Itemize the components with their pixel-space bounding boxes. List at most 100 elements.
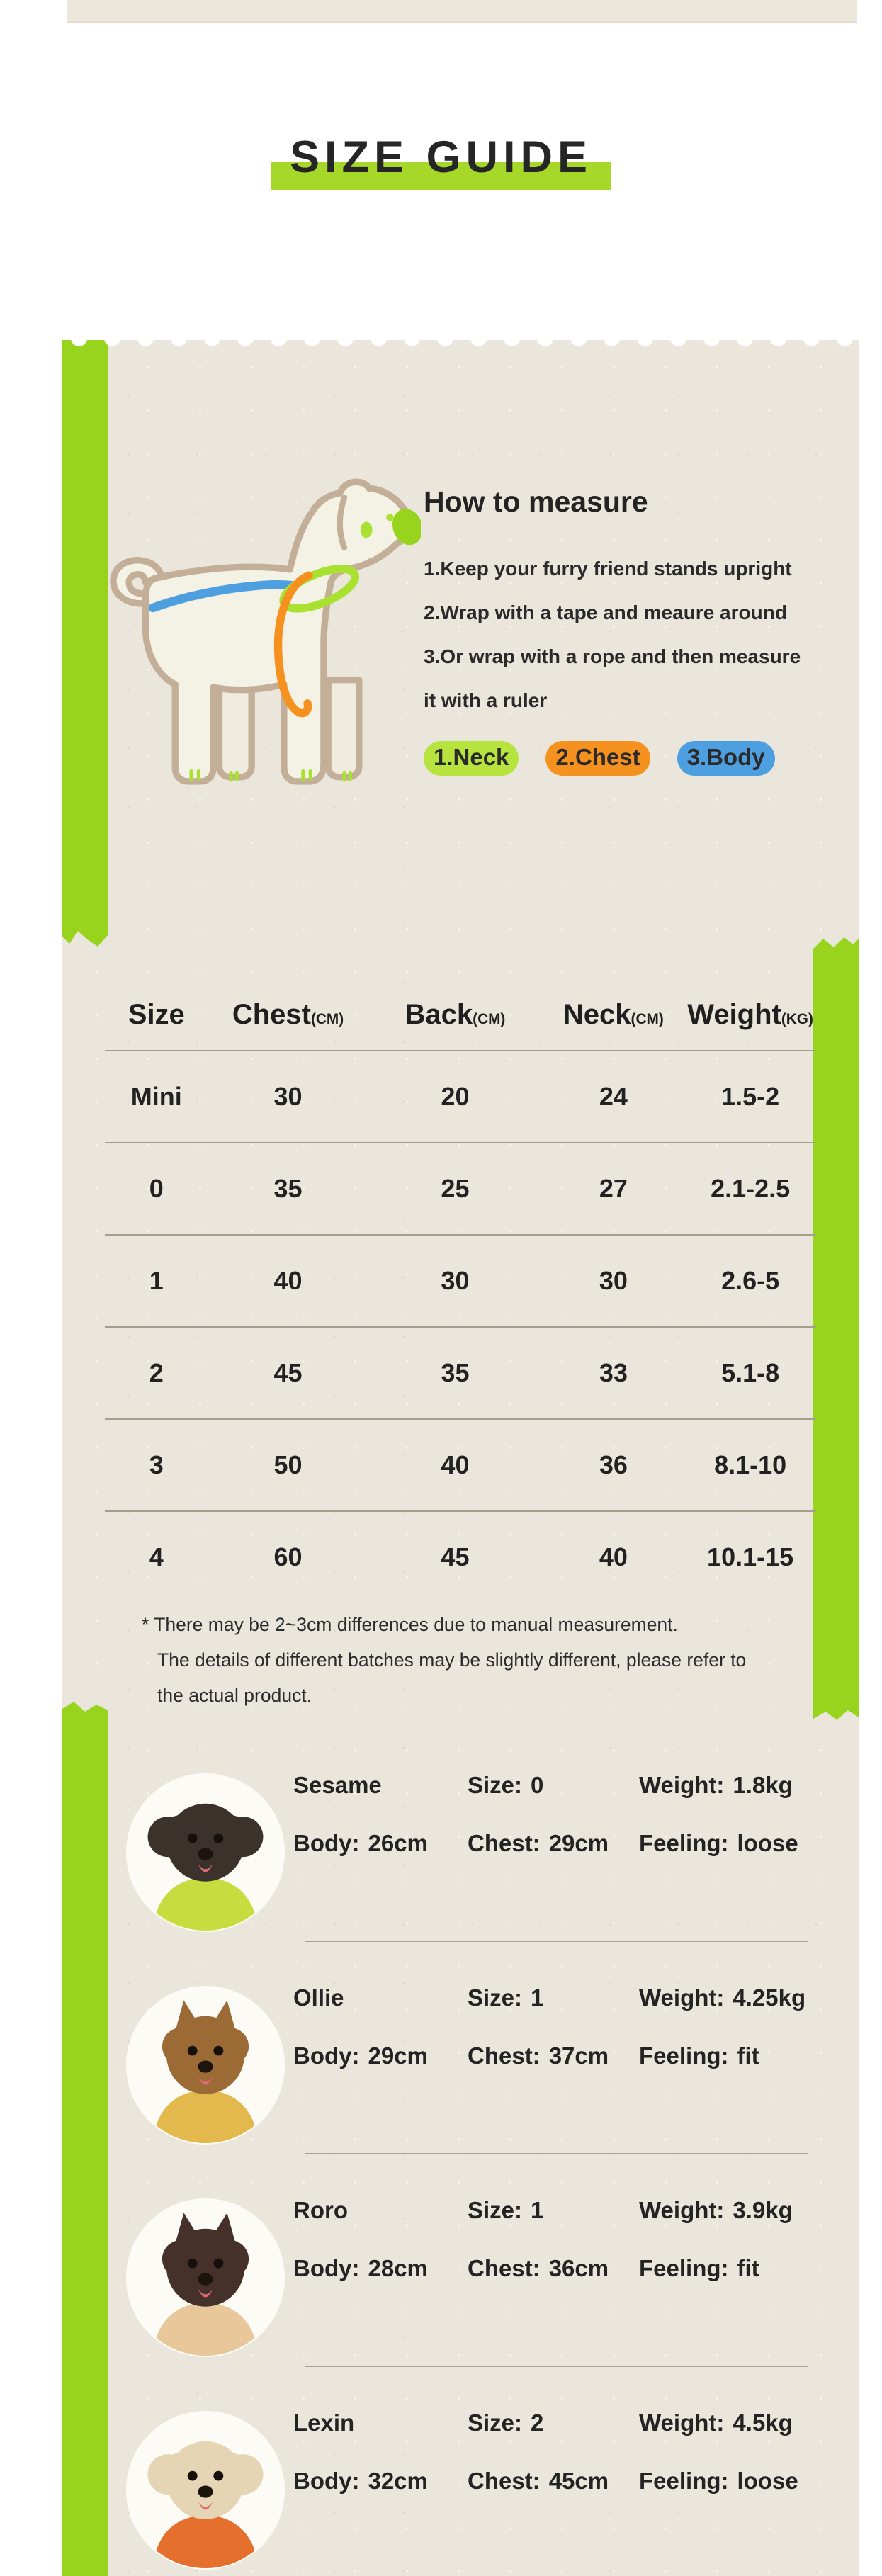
column-unit: (CM): [473, 1010, 506, 1027]
cell-back: 20: [441, 1082, 470, 1111]
chest-label: Chest:: [468, 2468, 541, 2494]
cell-size: Mini: [130, 1082, 182, 1111]
dog-measure-illustration: [110, 478, 421, 785]
size-row-4: 4 60 45 40 10.1-15: [105, 1510, 816, 1603]
green-brush-stripe-left-top: [62, 340, 108, 947]
column-header-back: Back(CM): [405, 998, 506, 1030]
feeling-value: fit: [737, 2043, 759, 2069]
size-row-1: 1 40 30 30 2.6-5: [105, 1234, 816, 1326]
model-section-roro: Roro Size: 1 Weight: 3.9kg Body: 28cm Chest: 36c…: [62, 2153, 859, 2398]
model-body: Body: 32cm: [293, 2468, 468, 2495]
model-measure-row: Body: 28cm Chest: 36cm Feeling: fit: [293, 2255, 859, 2282]
model-size: Size: 1: [468, 1984, 639, 2011]
scalloped-card-edge: [62, 340, 859, 351]
size-label: Size:: [468, 2197, 523, 2223]
model-feeling: Feeling: loose: [639, 2468, 808, 2495]
column-header-weight: Weight(KG): [687, 998, 813, 1030]
size-label: Size:: [468, 1984, 523, 2011]
cell-weight: 8.1-10: [714, 1450, 787, 1479]
cell-size: 4: [149, 1542, 164, 1571]
cell-weight: 2.1-2.5: [711, 1174, 791, 1203]
feeling-label: Feeling:: [639, 1830, 729, 1856]
page-title: SIZE GUIDE: [270, 132, 612, 190]
model-section-lexin: Lexin Size: 2 Weight: 4.5kg Body: 32cm Chest: 45…: [62, 2366, 859, 2576]
weight-label: Weight:: [639, 2410, 725, 2436]
model-feeling: Feeling: fit: [639, 2255, 808, 2282]
legend-neck-pill: 1.Neck: [424, 741, 519, 776]
cell-size: 3: [149, 1450, 164, 1479]
cell-neck: 36: [599, 1450, 628, 1479]
body-value: 29cm: [368, 2043, 428, 2069]
size-value: 2: [531, 2410, 544, 2436]
cell-size: 1: [149, 1266, 164, 1295]
size-row-mini: Mini 30 20 24 1.5-2: [105, 1050, 816, 1142]
size-row-0: 0 35 25 27 2.1-2.5: [105, 1142, 816, 1234]
cell-chest: 45: [273, 1358, 303, 1387]
model-feeling: Feeling: loose: [639, 1830, 808, 1857]
note-line-2: The details of different batches may be …: [157, 1649, 747, 1671]
model-size: Size: 1: [468, 2197, 639, 2224]
body-label: Body:: [293, 2255, 360, 2281]
model-weight: Weight: 1.8kg: [639, 1772, 808, 1799]
size-row-2: 2 45 35 33 5.1-8: [105, 1326, 816, 1418]
chest-label: Chest:: [468, 2255, 541, 2281]
feeling-label: Feeling:: [639, 2255, 729, 2281]
column-header-chest: Chest(CM): [232, 998, 344, 1030]
model-weight: Weight: 4.5kg: [639, 2410, 808, 2436]
model-measure-row: Body: 29cm Chest: 37cm Feeling: fit: [293, 2043, 859, 2069]
model-chest: Chest: 36cm: [468, 2255, 639, 2282]
feeling-value: fit: [737, 2255, 759, 2281]
model-weight: Weight: 3.9kg: [639, 2197, 808, 2224]
dog-avatar-roro: [126, 2198, 285, 2357]
column-unit: (KG): [781, 1010, 813, 1027]
model-chest: Chest: 45cm: [468, 2468, 639, 2495]
dog-avatar-sesame: [126, 1773, 285, 1932]
chest-label: Chest:: [468, 1830, 541, 1856]
cell-chest: 60: [273, 1542, 303, 1571]
page-title-wrap: SIZE GUIDE: [0, 132, 882, 190]
size-guide-card: How to measure 1.Keep your furry friend …: [62, 340, 859, 2576]
size-value: 1: [531, 2197, 544, 2223]
model-summary-row: Sesame Size: 0 Weight: 1.8kg: [293, 1761, 859, 1799]
size-label: Size:: [468, 2410, 523, 2436]
model-body: Body: 28cm: [293, 2255, 468, 2282]
model-name: Roro: [293, 2197, 348, 2223]
model-measure-row: Body: 26cm Chest: 29cm Feeling: loose: [293, 1830, 859, 1857]
cell-chest: 40: [273, 1266, 303, 1295]
how-to-measure-heading: How to measure: [424, 485, 648, 518]
weight-label: Weight:: [639, 1984, 725, 2011]
feeling-value: loose: [737, 1830, 798, 1856]
size-label: Size:: [468, 1772, 523, 1798]
cell-weight: 5.1-8: [721, 1358, 780, 1387]
legend-body-pill: 3.Body: [677, 741, 775, 776]
measurement-notes: * There may be 2~3cm differences due to …: [142, 1607, 808, 1713]
model-name: Ollie: [293, 1984, 344, 2011]
green-brush-stripe-right: [813, 937, 859, 1722]
cell-chest: 35: [273, 1174, 303, 1203]
legend-chest-pill: 2.Chest: [545, 741, 650, 776]
model-size: Size: 0: [468, 1772, 639, 1799]
cell-neck: 33: [599, 1358, 628, 1387]
weight-value: 1.8kg: [733, 1772, 793, 1798]
column-unit: (CM): [631, 1010, 664, 1027]
model-chest: Chest: 37cm: [468, 2043, 639, 2069]
model-measure-row: Body: 32cm Chest: 45cm Feeling: loose: [293, 2468, 859, 2495]
cell-weight: 10.1-15: [707, 1542, 794, 1571]
weight-label: Weight:: [639, 1772, 725, 1798]
cell-back: 35: [441, 1358, 470, 1387]
column-unit: (CM): [310, 1010, 344, 1027]
measure-legend: 1.Neck 2.Chest 3.Body: [424, 741, 838, 776]
feeling-label: Feeling:: [639, 2468, 729, 2494]
size-row-3: 3 50 40 36 8.1-10: [105, 1418, 816, 1510]
body-label: Body:: [293, 2043, 360, 2069]
green-brush-stripe-left-bottom: [62, 1702, 108, 2576]
how-to-measure-block: How to measure 1.Keep your furry friend …: [424, 485, 838, 776]
weight-value: 3.9kg: [733, 2197, 793, 2223]
cell-back: 45: [441, 1542, 470, 1571]
cell-chest: 30: [273, 1082, 303, 1111]
body-value: 28cm: [368, 2255, 428, 2281]
model-weight: Weight: 4.25kg: [639, 1984, 808, 2011]
cell-back: 25: [441, 1174, 470, 1203]
cell-back: 40: [441, 1450, 470, 1479]
